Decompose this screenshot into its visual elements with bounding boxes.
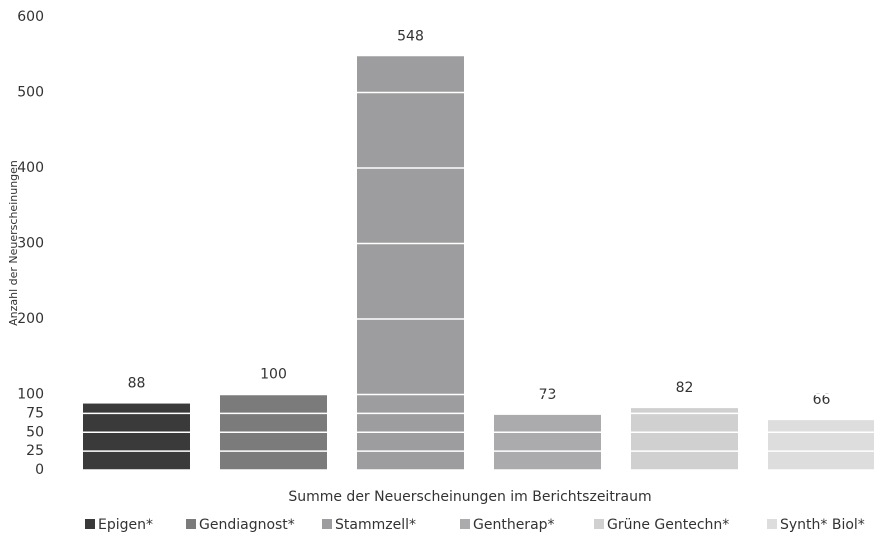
legend-label: Epigen* [98, 517, 153, 533]
y-tick-label: 50 [26, 424, 44, 440]
x-axis-label: Summe der Neuerscheinungen im Berichtsze… [288, 489, 651, 505]
legend-label: Gentherap* [473, 517, 555, 533]
legend-swatch [322, 519, 332, 529]
legend-swatch [460, 519, 470, 529]
data-label: 88 [128, 376, 146, 392]
y-tick-label: 75 [26, 405, 44, 421]
y-tick-label: 100 [17, 387, 44, 403]
y-tick-label: 400 [17, 160, 44, 176]
bar [494, 414, 601, 470]
legend-swatch [594, 519, 604, 529]
y-axis-label: Anzahl der Neuerscheinungen [7, 160, 20, 326]
legend-label: Gendiagnost* [199, 517, 295, 533]
y-tick-label: 600 [17, 9, 44, 25]
y-tick-label: 25 [26, 443, 44, 459]
legend-label: Grüne Gentechn* [607, 517, 729, 533]
y-tick-label: 500 [17, 85, 44, 101]
legend-label: Stammzell* [335, 517, 416, 533]
legend-label: Synth* Biol* [780, 517, 865, 533]
data-label: 100 [260, 367, 287, 383]
y-tick-label: 300 [17, 236, 44, 252]
data-label: 548 [397, 28, 424, 44]
legend-swatch [85, 519, 95, 529]
data-label: 82 [676, 380, 694, 396]
bar [83, 403, 190, 470]
data-label: 66 [813, 392, 831, 408]
legend-swatch [767, 519, 777, 529]
bar [631, 408, 738, 470]
legend-swatch [186, 519, 196, 529]
bar [768, 420, 874, 470]
y-tick-label: 0 [35, 462, 44, 478]
y-tick-label: 200 [17, 311, 44, 327]
bar [357, 56, 464, 470]
